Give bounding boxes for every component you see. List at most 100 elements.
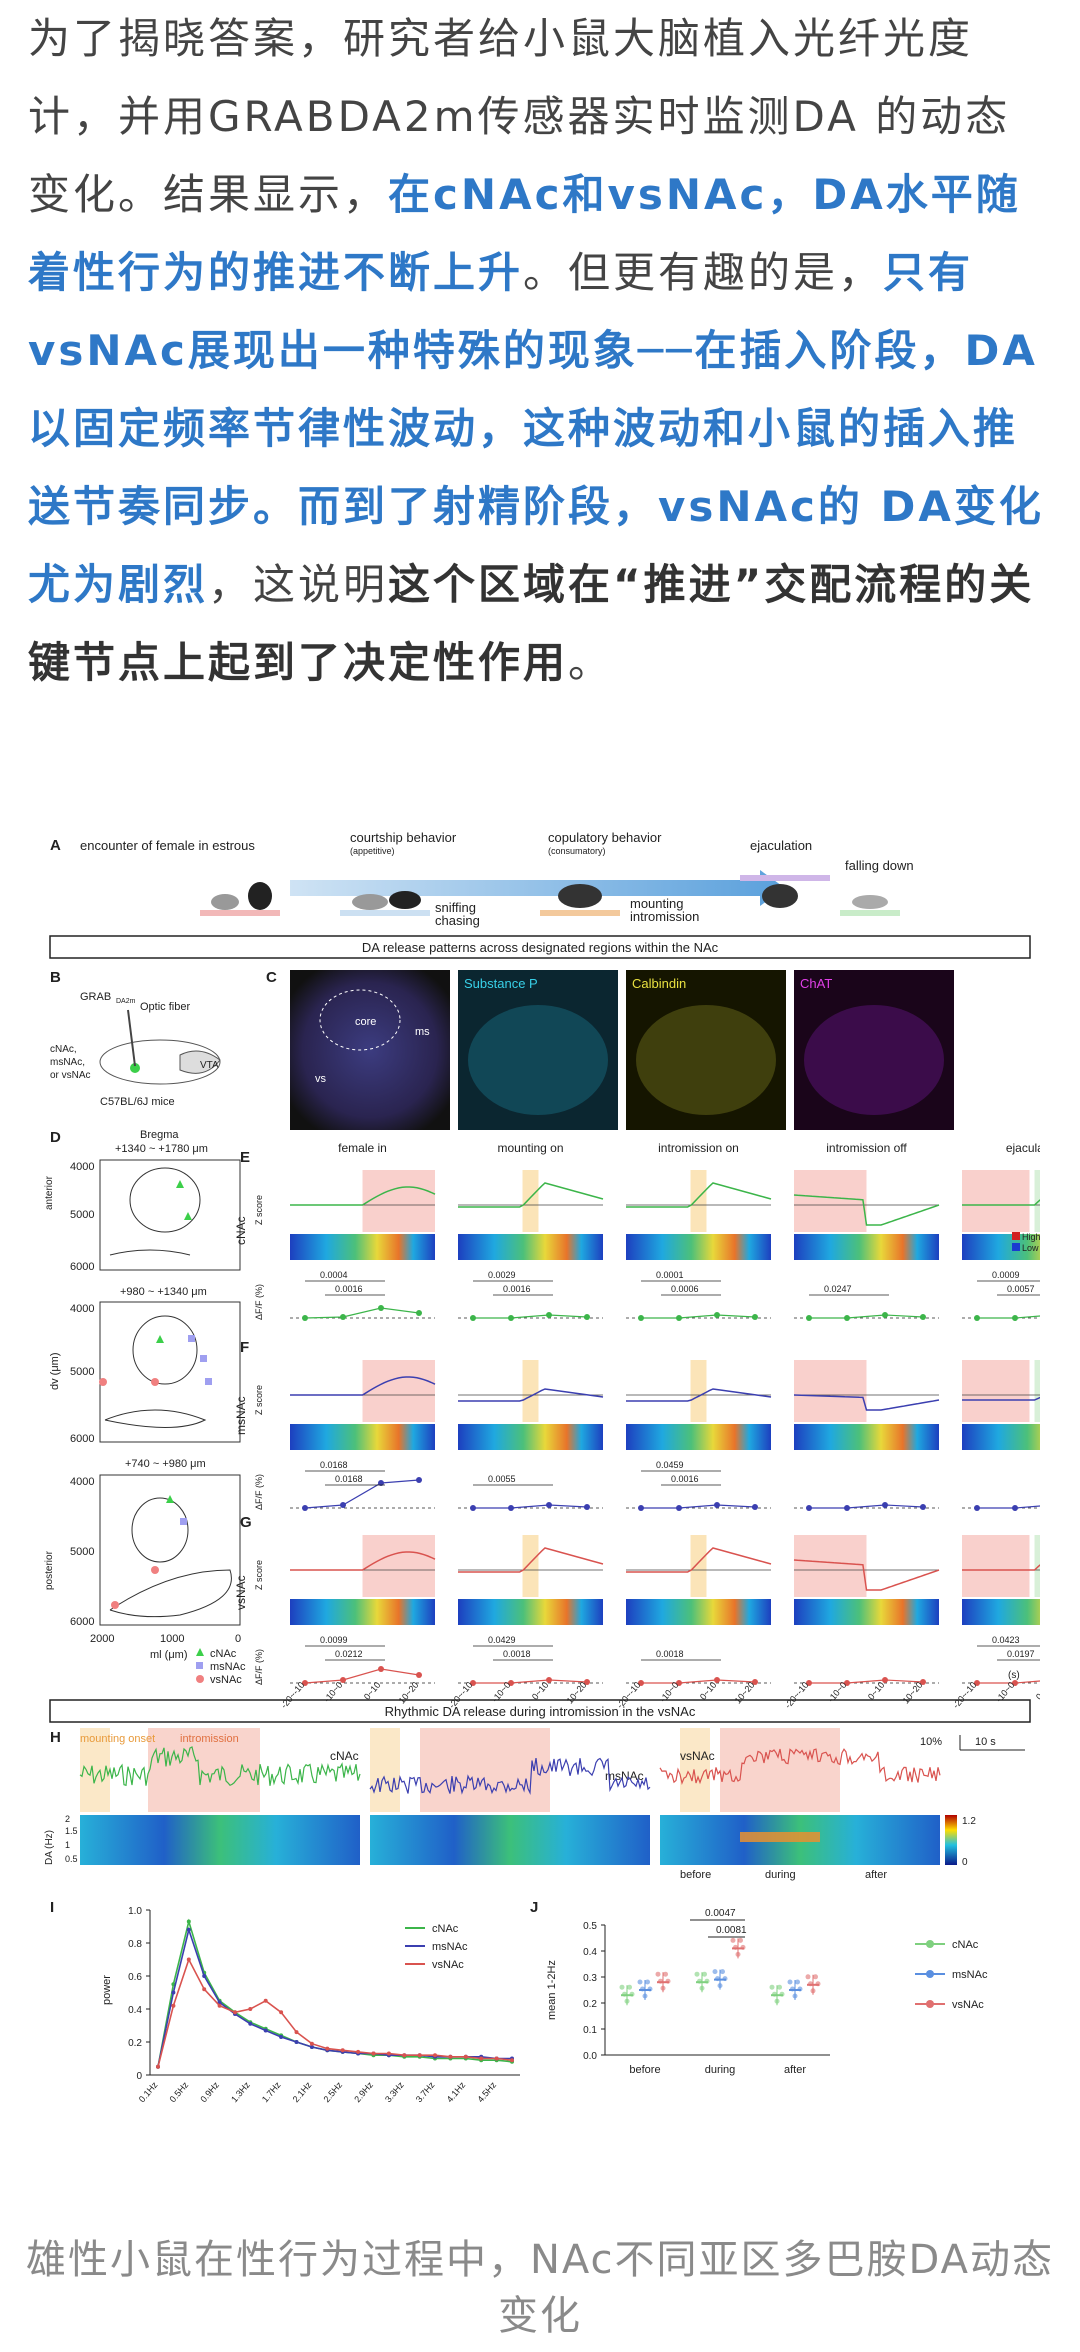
heatmap: [962, 1424, 1040, 1450]
ejaculation-label: ejaculation: [750, 838, 812, 853]
heatmap: [458, 1424, 603, 1450]
p-value: 0.0018: [503, 1649, 531, 1659]
panel-d-label: D: [50, 1129, 61, 1146]
data-point: [637, 1979, 643, 1985]
mouse-icon: [389, 891, 421, 909]
data-point: [805, 1974, 811, 1980]
ac-outline: [109, 1249, 191, 1256]
legend-label: cNAc: [432, 1923, 459, 1935]
p-value: 0.0429: [488, 1635, 516, 1645]
stain-region: [804, 1005, 944, 1115]
data-point: [263, 2028, 268, 2033]
event-shade: [522, 1535, 539, 1597]
data-point: [712, 1969, 718, 1975]
legend-marker: [926, 1970, 934, 1978]
text-plain: 。: [568, 638, 614, 687]
y-tick-label: 0.1: [583, 2025, 597, 2036]
text-plain: 为了揭晓答案，研究者给小鼠大脑植入光纤光度计，并用GRABDA2m传感器实时监测…: [28, 14, 1011, 219]
text-highlight: 只有vsNAc展现出一种特殊的现象──在插入阶段，DA以固定频率节律性波动，这种…: [28, 248, 1044, 609]
courtship-label: courtship behavior: [350, 830, 457, 845]
data-point: [655, 1971, 661, 1977]
data-point: [325, 2046, 330, 2051]
x-axis-label: ml (μm): [150, 1649, 188, 1661]
data-point: [417, 2053, 422, 2058]
y-tick: 5000: [70, 1209, 94, 1221]
region-label: cNAc: [234, 1216, 248, 1245]
nac-outline: [132, 1315, 198, 1385]
data-point: [697, 1978, 702, 1984]
data-point: [186, 1927, 191, 1932]
spectrogram-band: [740, 1832, 820, 1842]
data-point: [619, 1984, 625, 1990]
data-point: [815, 1981, 821, 1987]
x-tick-label: 4.5Hz: [475, 2079, 498, 2104]
j-ylabel: mean 1-2Hz: [546, 1960, 558, 2020]
dff-line: [809, 1314, 924, 1319]
x-tick-label: 1.3Hz: [229, 2079, 252, 2104]
dff-line: [304, 1479, 420, 1509]
heatmap: [626, 1424, 771, 1450]
range-label: +740 ~ +980 μm: [125, 1458, 206, 1470]
x-category: 10~20: [733, 1680, 757, 1706]
heatmap: [290, 1424, 435, 1450]
x-tick: 1000: [160, 1633, 184, 1645]
substance-p-label: Substance P: [464, 976, 538, 991]
zscore-trace: [458, 1182, 604, 1208]
vs-label: vs: [315, 1073, 327, 1085]
p-value: 0.0212: [335, 1649, 363, 1659]
mouse-icon: [248, 882, 272, 910]
y-tick-label: 0.8: [128, 1939, 142, 1950]
phase-during: during: [765, 1869, 796, 1881]
y-tick-label: 0.0: [583, 2051, 597, 2062]
dff-line: [809, 1504, 924, 1509]
h-ytick: 1: [65, 1840, 70, 1850]
chasing-label: chasing: [435, 913, 480, 928]
section-frame: [99, 1474, 241, 1626]
legend-high: High: [1022, 1232, 1040, 1242]
zscore-trace: [290, 1551, 436, 1571]
zscore-trace: [793, 1394, 940, 1411]
event-shade: [962, 1170, 1030, 1232]
x-tick-label: 2.9Hz: [352, 2079, 375, 2104]
anterior-label: anterior: [44, 1175, 55, 1210]
legend-marker: [926, 1940, 934, 1948]
event-shade: [1034, 1360, 1040, 1422]
trace-vsnac: [659, 1748, 941, 1785]
stain-region: [636, 1005, 776, 1115]
section-frame: [99, 1301, 241, 1443]
data-point: [779, 1991, 785, 1997]
zscore-label: Z score: [254, 1195, 264, 1225]
event-shade: [690, 1535, 707, 1597]
data-point: [156, 2064, 160, 2069]
pvalue-1: 0.0047: [705, 1908, 736, 1919]
data-point: [702, 1971, 707, 1977]
h-ylabel: DA (Hz): [44, 1830, 55, 1865]
x-category-label: during: [705, 2064, 736, 2076]
legend-label: msNAc: [432, 1941, 468, 1953]
x-category-label: before: [629, 2064, 660, 2076]
consummatory-label: (consumatory): [548, 846, 606, 856]
banner-title: Rhythmic DA release during intromission …: [385, 1704, 696, 1719]
x-category: 10~20: [565, 1680, 589, 1706]
dff-label: ΔF/F (%): [254, 1284, 264, 1320]
region-label: or vsNAc: [50, 1070, 91, 1081]
data-point: [309, 2041, 314, 2046]
x-category: -20~-10: [951, 1680, 979, 1710]
x-tick-label: 3.7Hz: [414, 2079, 437, 2104]
data-point: [309, 2045, 314, 2049]
range-label: +1340 ~ +1780 μm: [115, 1143, 208, 1155]
legend-label: msNAc: [952, 1969, 988, 1981]
msnac-marker: [188, 1335, 195, 1342]
mouse-icon: [762, 884, 798, 908]
panel-d: D Bregma +1340 ~ +1780 μm +980 ~ +1340 μ…: [44, 1129, 246, 1686]
chat-label: ChAT: [800, 976, 832, 991]
histology-merged: [290, 970, 450, 1130]
mounting-shade: [370, 1728, 400, 1812]
heatmap: [290, 1599, 435, 1625]
mice-label: C57BL/6J mice: [100, 1096, 175, 1108]
h-ytick: 1.5: [65, 1826, 78, 1836]
y-tick-label: 0.4: [583, 1947, 597, 1958]
core-label: core: [355, 1016, 376, 1028]
zscore-trace: [793, 1559, 940, 1591]
data-point: [186, 1957, 191, 1962]
